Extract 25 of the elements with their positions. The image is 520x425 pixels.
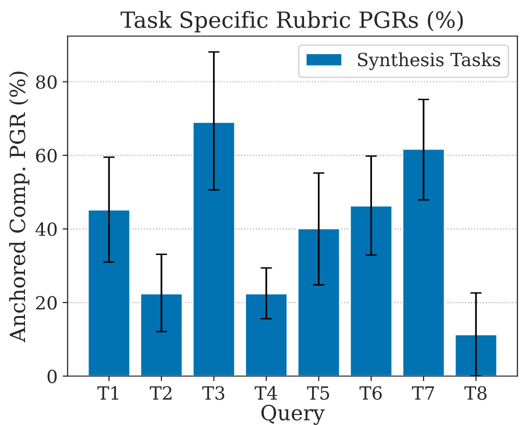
bar: [140, 293, 184, 376]
y-tick-label: 60: [36, 148, 57, 162]
y-tick-label: 40: [35, 222, 57, 236]
bar: [87, 209, 131, 376]
x-tick-label: T2: [150, 386, 172, 400]
legend-label: Synthesis Tasks: [358, 52, 500, 70]
y-axis-title: Anchored Comp. PGR (%): [9, 72, 30, 342]
bar: [349, 205, 393, 376]
x-tick-label: T6: [360, 386, 382, 400]
y-tick-label: 0: [48, 370, 57, 384]
x-tick-label: T3: [202, 386, 224, 400]
x-tick-label: T7: [412, 386, 434, 400]
bar: [402, 148, 446, 376]
y-tick-label: 20: [36, 296, 57, 310]
x-axis-title: Query: [261, 404, 325, 425]
x-tick-label: T1: [97, 386, 118, 400]
y-tick-label: 80: [36, 75, 57, 89]
chart-title: Task Specific Rubric PGRs (%): [120, 10, 463, 32]
x-tick-label: T5: [307, 386, 330, 400]
bar: [244, 293, 288, 376]
x-tick-label: T8: [464, 386, 487, 400]
bar: [454, 334, 498, 376]
x-tick-label: T4: [254, 386, 278, 400]
bar: [192, 122, 236, 376]
bar: [297, 228, 340, 376]
